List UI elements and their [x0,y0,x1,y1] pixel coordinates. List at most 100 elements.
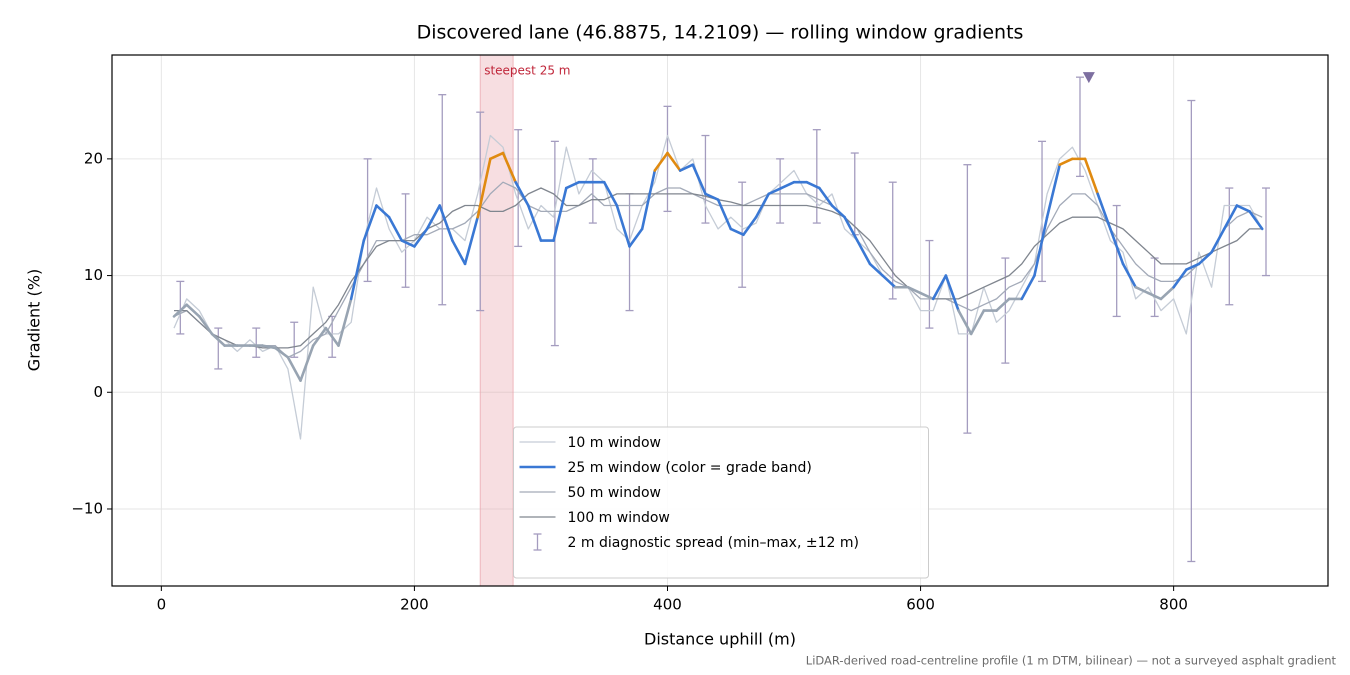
series-segment [881,274,897,289]
legend-label: 50 m window [568,485,661,501]
series-segment [767,186,783,196]
error-bar [1001,257,1010,364]
series-segment [1134,285,1150,295]
legend: 10 m window 25 m window (color = grade ba… [513,426,929,579]
series-segment [1235,204,1251,213]
series-segment [413,227,429,248]
graded-line [172,151,1264,382]
series-segment [514,180,530,207]
series-segment [451,239,467,266]
series-segment [286,355,302,382]
series-segment [628,227,644,248]
error-bar [925,239,934,329]
x-tick-label: 400 [653,596,682,614]
error-bar [1150,257,1159,318]
series-segment [919,291,935,301]
series-line [173,134,1263,440]
y-tick-label: 20 [84,149,103,167]
series-segment [742,215,758,237]
series-segment [1109,227,1125,266]
series-segment [855,239,872,266]
series-segment [640,169,657,231]
legend-label: 25 m window (color = grade band) [568,460,812,476]
series-segment [1197,250,1213,266]
series-segment [729,227,745,237]
series-segment [931,274,948,301]
plot-frame [111,54,1329,587]
error-bar [1225,187,1234,306]
series-segment [944,274,960,312]
series-segment [1020,274,1036,301]
legend-box [513,426,929,579]
error-bar [214,327,223,370]
y-tick-label: 0 [93,383,103,401]
series-segment [185,303,201,318]
error-bar [963,164,972,434]
series-segment [1184,262,1201,272]
error-bar [290,321,299,358]
series-segment [843,215,859,242]
series-line [174,187,1263,349]
series-segment [489,151,505,161]
series-segment [311,326,328,347]
legend-label: 100 m window [568,510,670,526]
series-segment [691,163,707,196]
x-axis-label: Distance uphill (m) [644,630,796,649]
series-segment [830,204,846,219]
error-bar [588,158,597,224]
series-segment [476,157,492,219]
x-tick-label: 0 [157,596,167,614]
series-segment [400,239,416,248]
series-segment [552,186,568,242]
error-bar [1038,140,1047,283]
series-line [173,181,1263,358]
series-segment [1096,192,1112,231]
series-segment [1172,268,1188,289]
series-segment [1222,204,1239,231]
x-tick-label: 200 [400,596,429,614]
series-segment [172,303,188,318]
error-bar [812,129,821,224]
series-segment [387,215,404,242]
series-segment [438,204,454,242]
x-tick-label: 600 [906,596,935,614]
steepest-band [479,54,514,587]
series-segment [198,315,214,336]
series-segment [818,186,834,207]
error-bar [1261,187,1270,277]
series-segment [602,180,619,207]
series-segment [337,297,353,347]
series-segment [754,192,771,219]
series-segment [805,180,821,190]
series-segment [678,163,695,172]
series-segment [425,204,442,231]
series-segment [1033,215,1049,277]
y-axis-label: Gradient (%) [25,269,44,371]
series-segment [995,297,1011,312]
series-segment [957,309,973,336]
series-segment [615,204,631,248]
series-segment [324,326,340,347]
peak-marker [1082,72,1095,84]
series-segment [653,151,669,172]
error-bar [176,280,185,335]
error-bar [363,158,372,283]
series-segment [1121,262,1137,289]
error-bar [1112,204,1121,318]
series-segment [1248,210,1264,231]
series-segment [526,204,543,242]
series-segment [868,262,884,277]
series-segment [210,332,226,347]
series-segment [666,151,682,172]
footnote: LiDAR-derived road-centreline profile (1… [806,654,1337,668]
legend-label: 10 m window [568,435,661,451]
chart-title: Discovered lane (46.8875, 14.2109) — rol… [417,22,1024,44]
series-segment [969,309,986,336]
series-segment [1159,285,1175,301]
series-segment [1045,163,1062,219]
series-segment [1058,157,1074,167]
y-tick-label: −10 [71,499,103,517]
series-segment [261,344,277,350]
series-segment [1147,291,1163,301]
